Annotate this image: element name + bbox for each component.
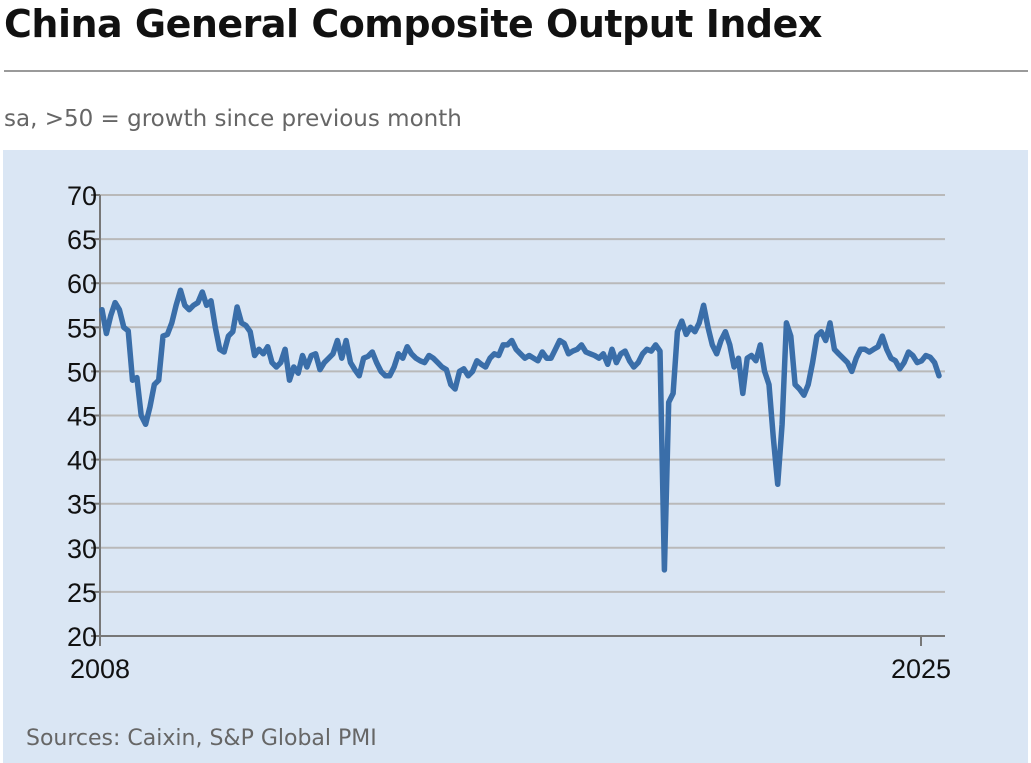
source-note: Sources: Caixin, S&P Global PMI [26, 726, 377, 751]
line-chart: 70 65 60 55 50 45 40 35 30 25 20 2008 2025 [67, 181, 951, 684]
y-tick-label-65: 65 [67, 225, 97, 255]
series-group [99, 287, 942, 573]
y-tick-label-20: 20 [67, 622, 97, 652]
chart-title: China General Composite Output Index [4, 2, 822, 46]
x-tick-label-2008: 2008 [70, 654, 130, 684]
chart-panel: 70 65 60 55 50 45 40 35 30 25 20 2008 2025 [3, 150, 1028, 763]
y-tick-label-25: 25 [67, 578, 97, 608]
title-divider [4, 70, 1028, 72]
x-axis-tick-labels: 2008 2025 [70, 654, 951, 684]
y-tick-label-35: 35 [67, 490, 97, 520]
y-tick-label-55: 55 [67, 313, 97, 343]
gridlines [100, 194, 945, 593]
axes [91, 194, 945, 646]
y-tick-label-70: 70 [67, 181, 97, 211]
y-tick-label-40: 40 [67, 446, 97, 476]
chart-subtitle: sa, >50 = growth since previous month [4, 106, 462, 132]
y-tick-label-50: 50 [67, 357, 97, 387]
y-tick-label-30: 30 [67, 534, 97, 564]
x-tick-label-2025: 2025 [891, 654, 951, 684]
series-line-0 [99, 287, 942, 573]
y-tick-label-60: 60 [67, 269, 97, 299]
y-axis-tick-labels: 70 65 60 55 50 45 40 35 30 25 20 [67, 181, 97, 652]
y-tick-label-45: 45 [67, 402, 97, 432]
